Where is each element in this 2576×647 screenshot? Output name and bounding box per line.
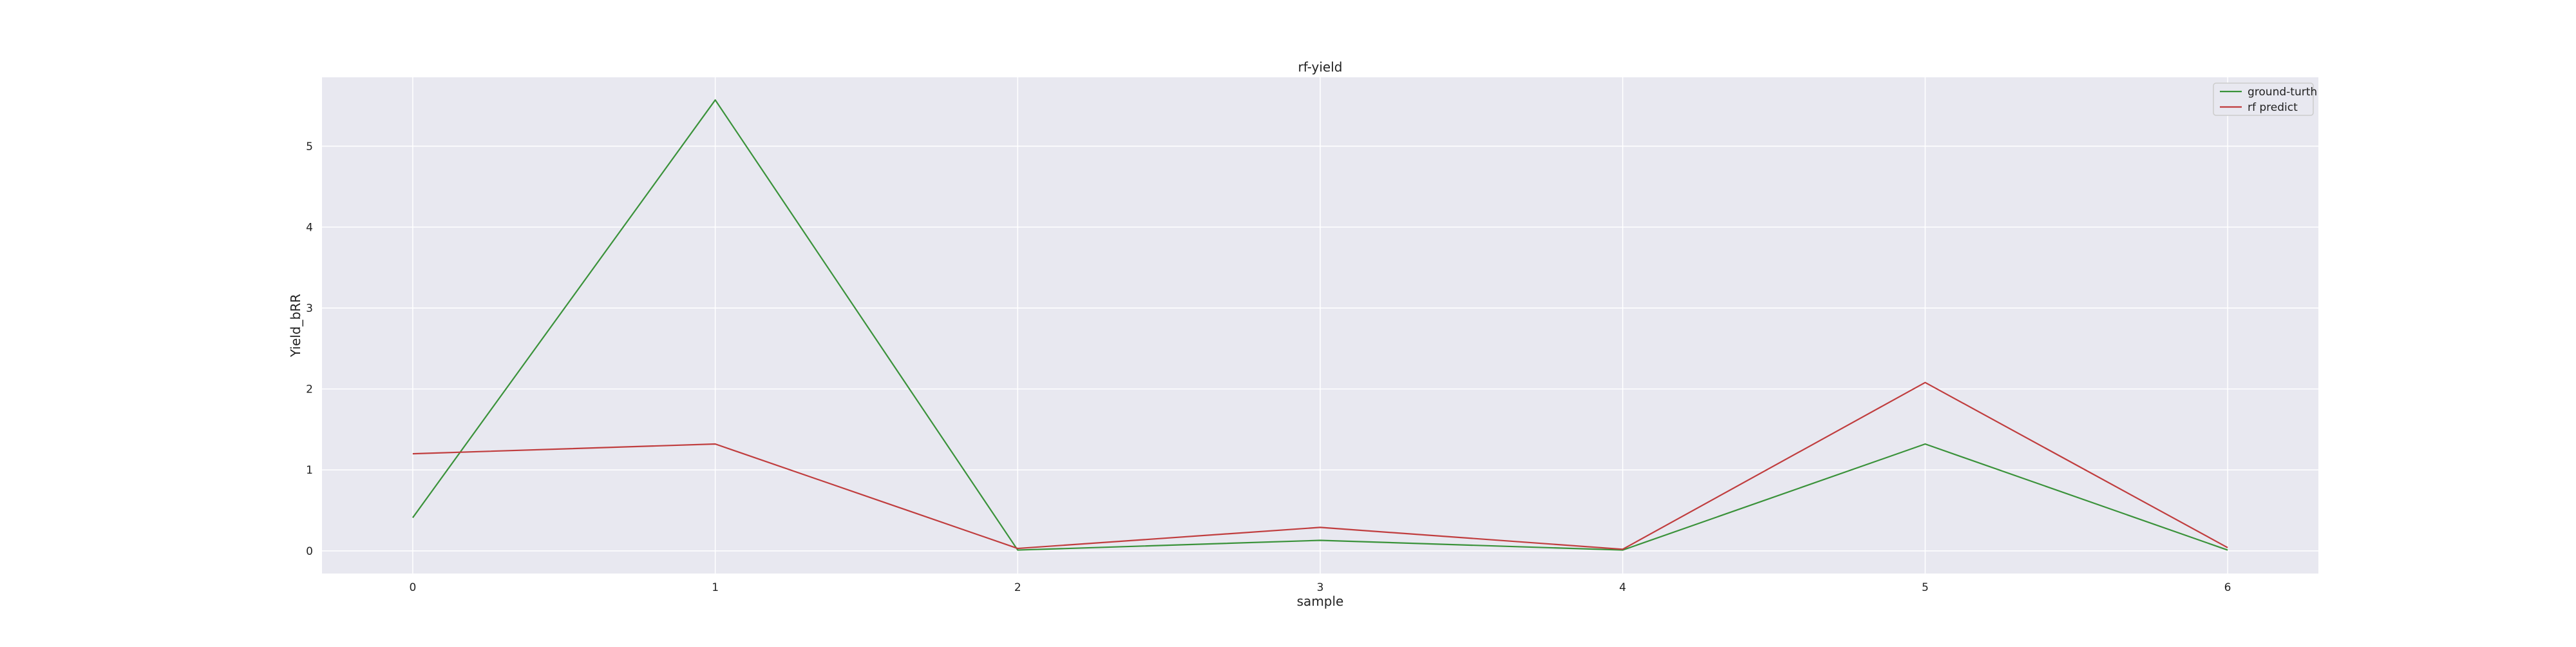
y-tick-label: 5	[306, 140, 313, 153]
y-tick-label: 4	[306, 221, 313, 234]
x-tick-label: 2	[1014, 581, 1021, 594]
y-tick-label: 3	[306, 302, 313, 315]
tick-labels: 0 1 2 3 4 5 6 0 1 2 3 4 5	[306, 140, 2231, 594]
y-tick-label: 1	[306, 464, 313, 477]
x-tick-label: 1	[712, 581, 719, 594]
x-tick-label: 6	[2224, 581, 2231, 594]
legend-label-rf-predict: rf predict	[2248, 101, 2298, 114]
x-axis-label: sample	[1297, 594, 1344, 609]
y-axis-label: Yield_bRR	[288, 294, 303, 358]
series-line-rf-predict	[412, 381, 2228, 550]
chart-title: rf-yield	[1298, 59, 1343, 75]
y-tick-label: 2	[306, 383, 313, 396]
x-tick-label: 4	[1619, 581, 1626, 594]
grid	[322, 77, 2318, 574]
x-tick-label: 5	[1922, 581, 1929, 594]
x-tick-label: 0	[409, 581, 416, 594]
x-tick-label: 3	[1317, 581, 1324, 594]
series-line-ground-turth	[412, 99, 2228, 551]
series-lines	[412, 99, 2228, 551]
y-tick-label: 0	[306, 545, 313, 558]
legend-label-ground-turth: ground-turth	[2248, 86, 2317, 99]
legend: ground-turth rf predict	[2213, 82, 2317, 116]
